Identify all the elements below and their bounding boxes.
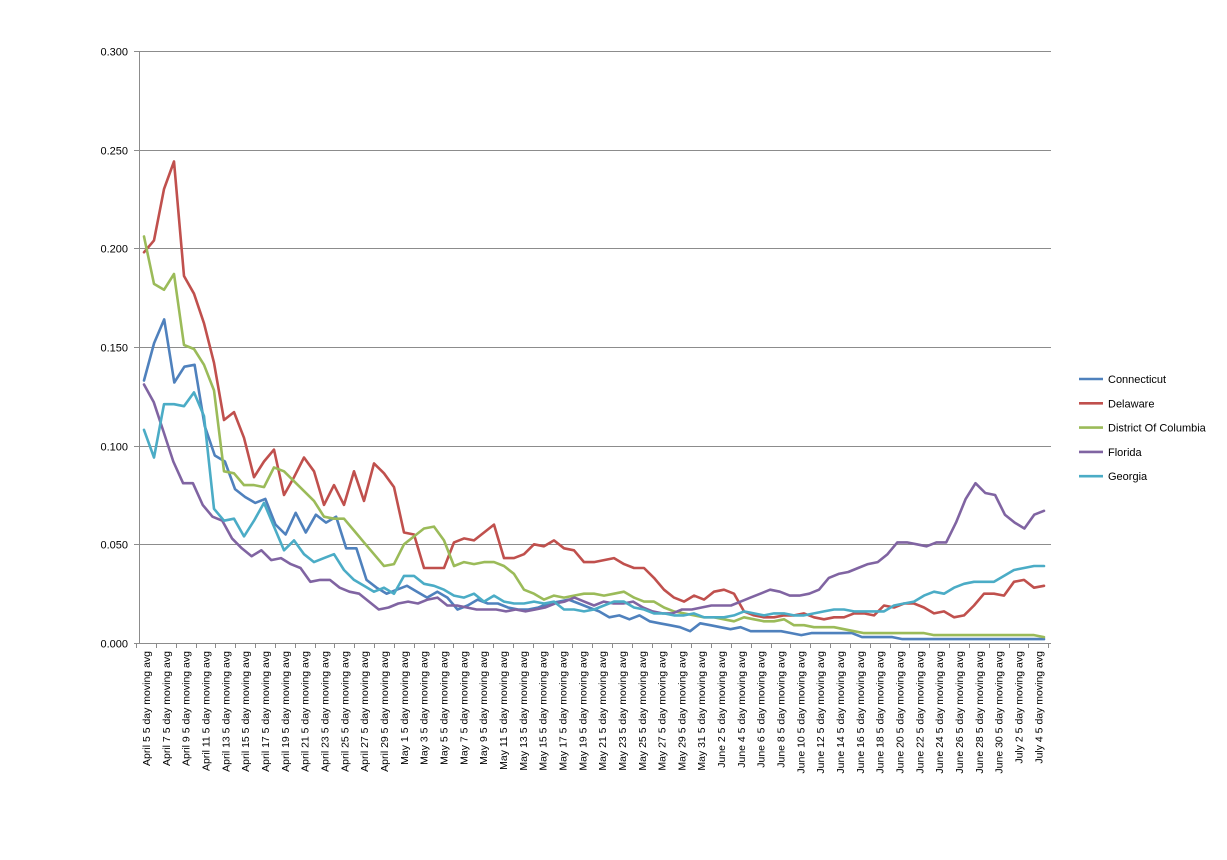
x-tick-label: May 25 5 day moving avg bbox=[637, 651, 649, 771]
x-tick-label: June 16 5 day moving avg bbox=[855, 651, 867, 774]
x-tick-label: April 21 5 day moving avg bbox=[300, 651, 312, 772]
x-tick-label: May 9 5 day moving avg bbox=[478, 651, 490, 765]
x-tick-label: June 20 5 day moving avg bbox=[895, 651, 907, 774]
x-tick-label: April 25 5 day moving avg bbox=[339, 651, 351, 772]
x-tick-label: June 30 5 day moving avg bbox=[994, 651, 1006, 774]
x-tick-label: May 7 5 day moving avg bbox=[458, 651, 470, 765]
y-tick-label: 0.100 bbox=[100, 442, 128, 454]
x-tick-label: May 1 5 day moving avg bbox=[399, 651, 411, 765]
x-tick-label: June 10 5 day moving avg bbox=[795, 651, 807, 774]
x-tick-label: May 23 5 day moving avg bbox=[617, 651, 629, 771]
x-tick-label: June 6 5 day moving avg bbox=[756, 651, 768, 768]
y-tick-label: 0.050 bbox=[100, 540, 128, 552]
x-tick-label: April 13 5 day moving avg bbox=[220, 651, 232, 772]
x-tick-label: April 7 5 day moving avg bbox=[161, 651, 173, 766]
legend-label: Georgia bbox=[1108, 471, 1148, 483]
x-tick-label: June 12 5 day moving avg bbox=[815, 651, 827, 774]
x-tick-label: May 21 5 day moving avg bbox=[597, 651, 609, 771]
series-line-georgia bbox=[142, 391, 1046, 619]
y-tick-label: 0.300 bbox=[100, 47, 128, 59]
x-tick-label: May 11 5 day moving avg bbox=[498, 651, 510, 770]
x-axis-tick-labels: April 5 5 day moving avg April 7 5 day mo… bbox=[141, 651, 1045, 774]
y-tick-label: 0.250 bbox=[100, 146, 128, 158]
x-tick-label: June 18 5 day moving avg bbox=[875, 651, 887, 774]
legend-label: Delaware bbox=[1108, 398, 1154, 410]
y-tick-label: 0.200 bbox=[100, 244, 128, 256]
legend-label: District Of Columbia bbox=[1108, 423, 1207, 435]
x-tick-label: May 13 5 day moving avg bbox=[518, 651, 530, 771]
x-tick-label: May 27 5 day moving avg bbox=[657, 651, 669, 771]
x-tick-label: April 17 5 day moving avg bbox=[260, 651, 272, 772]
x-tick-label: May 15 5 day moving avg bbox=[538, 651, 550, 771]
axes bbox=[134, 51, 1051, 648]
x-tick-label: May 29 5 day moving avg bbox=[676, 651, 688, 771]
x-tick-label: April 29 5 day moving avg bbox=[379, 651, 391, 772]
x-tick-label: May 19 5 day moving avg bbox=[577, 651, 589, 771]
x-tick-label: April 9 5 day moving avg bbox=[181, 651, 193, 766]
gridlines bbox=[139, 51, 1051, 545]
x-tick-label: April 19 5 day moving avg bbox=[280, 651, 292, 772]
x-tick-label: June 14 5 day moving avg bbox=[835, 651, 847, 774]
y-tick-label: 0.150 bbox=[100, 343, 128, 355]
x-tick-label: May 3 5 day moving avg bbox=[419, 651, 431, 765]
y-axis-tick-labels: 0.000 0.050 0.100 0.150 0.200 0.250 0.300 bbox=[100, 47, 128, 651]
x-tick-label: May 31 5 day moving avg bbox=[696, 651, 708, 771]
x-tick-label: June 4 5 day moving avg bbox=[736, 651, 748, 768]
x-tick-label: July 2 5 day moving avg bbox=[1014, 651, 1026, 764]
x-tick-label: June 8 5 day moving avg bbox=[776, 651, 788, 768]
x-tick-label: June 26 5 day moving avg bbox=[954, 651, 966, 774]
x-tick-label: June 22 5 day moving avg bbox=[914, 651, 926, 774]
x-tick-label: May 5 5 day moving avg bbox=[438, 651, 450, 765]
x-tick-label: July 4 5 day moving avg bbox=[1033, 651, 1045, 764]
legend: Connecticut Delaware District Of Columbia F… bbox=[1079, 374, 1207, 483]
y-tick-label: 0.000 bbox=[100, 639, 128, 651]
series-line-district-of-columbia bbox=[142, 235, 1046, 639]
x-tick-label: April 11 5 day moving avg bbox=[200, 651, 212, 771]
series-line-delaware bbox=[142, 160, 1046, 621]
x-tick-label: April 5 5 day moving avg bbox=[141, 651, 153, 766]
series-line-connecticut bbox=[142, 318, 1046, 641]
x-tick-label: April 15 5 day moving avg bbox=[240, 651, 252, 772]
x-tick-label: April 27 5 day moving avg bbox=[359, 651, 371, 772]
x-tick-label: June 28 5 day moving avg bbox=[974, 651, 986, 774]
x-tick-label: June 2 5 day moving avg bbox=[716, 651, 728, 768]
series-lines bbox=[142, 160, 1046, 641]
legend-label: Florida bbox=[1108, 447, 1143, 459]
x-tick-label: April 23 5 day moving avg bbox=[319, 651, 331, 772]
x-tick-label: June 24 5 day moving avg bbox=[934, 651, 946, 774]
legend-label: Connecticut bbox=[1108, 374, 1166, 386]
series-line-florida bbox=[142, 383, 1046, 615]
x-tick-label: May 17 5 day moving avg bbox=[557, 651, 569, 771]
